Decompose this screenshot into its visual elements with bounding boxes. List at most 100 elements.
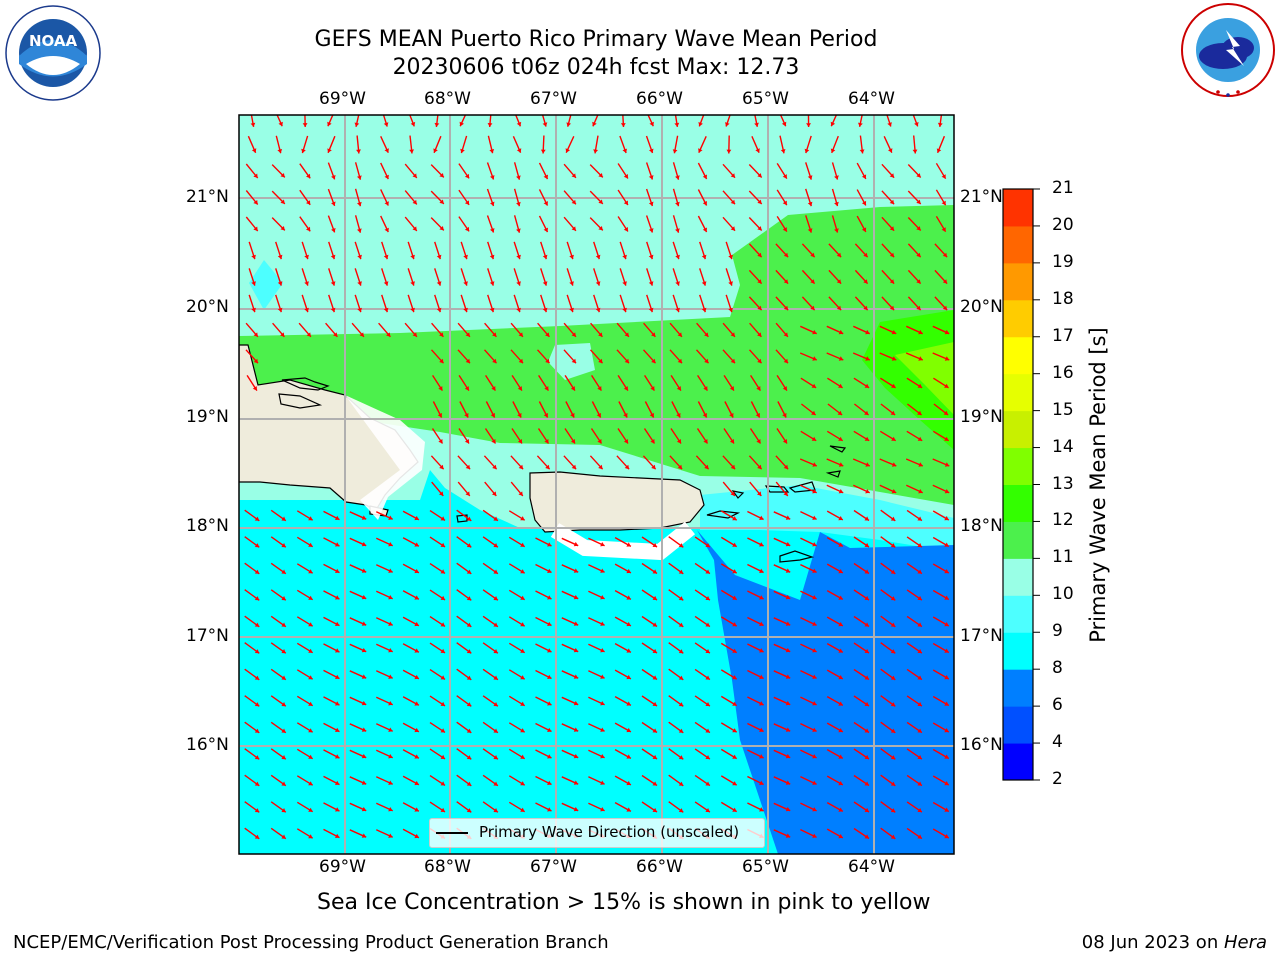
wave-arrow-head bbox=[466, 596, 472, 601]
wave-arrow-head bbox=[308, 754, 313, 759]
wave-arrow-head bbox=[490, 201, 495, 206]
wave-arrow-head bbox=[730, 332, 735, 337]
wave-arrow-head bbox=[409, 149, 414, 154]
lon-label-top-69: 69°W bbox=[319, 89, 366, 109]
wave-arrow-head bbox=[838, 462, 844, 467]
chart-subtitle: 20230606 t06z 024h fcst Max: 12.73 bbox=[392, 55, 800, 80]
lon-label-bottom-66: 66°W bbox=[636, 857, 683, 877]
wave-arrow-head bbox=[812, 489, 817, 494]
wave-arrow-head bbox=[571, 332, 576, 337]
wave-arrow-head bbox=[889, 305, 895, 311]
wave-arrow-head bbox=[361, 753, 367, 759]
wave-arrow-head bbox=[759, 542, 764, 547]
wave-arrow-head bbox=[466, 622, 472, 627]
wave-arrow-head bbox=[516, 148, 522, 153]
wave-arrow-head bbox=[437, 413, 442, 418]
wave-arrow-head bbox=[464, 173, 470, 179]
wave-arrow-head bbox=[414, 595, 419, 600]
wave-arrow-head bbox=[698, 148, 703, 153]
wave-arrow-head bbox=[253, 332, 258, 337]
wave-arrow-head bbox=[414, 701, 419, 706]
wave-arrow-head bbox=[490, 413, 495, 418]
wave-arrow-head bbox=[838, 754, 843, 759]
wave-arrow-head bbox=[834, 228, 839, 233]
wave-arrow-head bbox=[937, 122, 943, 127]
wave-arrow-head bbox=[677, 358, 682, 364]
wave-arrow-head bbox=[705, 808, 710, 813]
wave-arrow-head bbox=[890, 808, 896, 813]
wave-arrow-head bbox=[864, 701, 869, 706]
colorbar-tick-label: 19 bbox=[1052, 251, 1074, 272]
colorbar-frame bbox=[1002, 188, 1034, 781]
wave-arrow-head bbox=[570, 439, 575, 444]
colorbar-tick-label: 12 bbox=[1052, 510, 1074, 531]
period-fill-11-12 bbox=[862, 310, 954, 450]
wave-arrow-head bbox=[890, 596, 896, 601]
wave-arrow-head bbox=[942, 305, 948, 311]
wave-arrow-head bbox=[384, 227, 389, 233]
wave-arrow-head bbox=[830, 148, 836, 153]
wave-arrow-head bbox=[492, 491, 497, 496]
wave-arrow-head bbox=[890, 543, 896, 548]
wave-arrow-head bbox=[542, 254, 548, 260]
wave-arrow-head bbox=[810, 305, 815, 311]
wave-arrow-head bbox=[440, 701, 445, 706]
wave-arrow-head bbox=[281, 781, 286, 786]
wave-arrow-head bbox=[254, 649, 260, 654]
wave-arrow-head bbox=[253, 200, 258, 205]
colorbar-segment bbox=[1003, 595, 1033, 633]
wave-arrow-head bbox=[464, 200, 470, 205]
wave-arrow-head bbox=[490, 228, 495, 233]
wave-arrow-head bbox=[308, 622, 313, 627]
wave-arrow-head bbox=[359, 332, 364, 337]
wave-arrow-head bbox=[357, 307, 362, 313]
wave-arrow-head bbox=[623, 413, 628, 418]
land-vieques bbox=[706, 510, 741, 519]
wave-arrow-head bbox=[757, 332, 762, 337]
wave-arrow-head bbox=[547, 621, 552, 626]
wave-arrow-head bbox=[463, 254, 468, 260]
colorbar-segment bbox=[1003, 447, 1033, 485]
wave-arrow-head bbox=[812, 780, 817, 785]
wave-arrow-head bbox=[807, 228, 813, 233]
wave-arrow-head bbox=[675, 175, 680, 180]
wave-arrow-head bbox=[812, 701, 817, 706]
footer-host: Hera bbox=[1223, 932, 1267, 953]
wave-arrow-head bbox=[678, 622, 684, 627]
wave-arrow-head bbox=[254, 516, 260, 521]
wave-arrow-head bbox=[705, 728, 710, 733]
wave-arrow-head bbox=[624, 464, 630, 470]
wave-arrow-head bbox=[412, 173, 417, 178]
wave-arrow-head bbox=[834, 175, 839, 180]
wave-arrow-head bbox=[890, 755, 896, 760]
wave-arrow-head bbox=[705, 543, 710, 548]
wave-arrow-head bbox=[759, 701, 764, 706]
wave-arrow-head bbox=[703, 439, 708, 444]
wave-arrow-head bbox=[335, 754, 340, 759]
wave-arrow-head bbox=[493, 649, 498, 654]
wave-arrow-head bbox=[517, 439, 522, 444]
colorbar-segment bbox=[1003, 558, 1033, 596]
lon-label-bottom-64: 64°W bbox=[848, 857, 895, 877]
lat-label-left-16: 16°N bbox=[186, 735, 229, 755]
wave-arrow-head bbox=[918, 489, 923, 494]
wave-arrow-head bbox=[626, 595, 631, 600]
wave-arrow-head bbox=[865, 329, 870, 335]
wave-arrow-head bbox=[652, 701, 657, 706]
wave-arrow-head bbox=[728, 307, 733, 313]
lat-label-left-17: 17°N bbox=[186, 626, 229, 646]
wave-arrow-head bbox=[517, 386, 522, 391]
wave-arrow-head bbox=[757, 358, 762, 364]
wave-arrow-head bbox=[678, 596, 684, 601]
wave-arrow-head bbox=[652, 728, 657, 733]
wave-arrow-head bbox=[335, 568, 340, 573]
wave-arrow-head bbox=[652, 807, 657, 812]
wave-arrow-head bbox=[357, 254, 362, 260]
wave-arrow-head bbox=[675, 201, 680, 207]
land-tortola bbox=[788, 481, 816, 493]
wave-arrow-head bbox=[440, 648, 445, 653]
wave-arrow-head bbox=[652, 754, 657, 759]
wave-arrow-head bbox=[626, 754, 631, 759]
wave-arrow-head bbox=[388, 621, 393, 626]
wave-arrow-head bbox=[944, 648, 949, 653]
